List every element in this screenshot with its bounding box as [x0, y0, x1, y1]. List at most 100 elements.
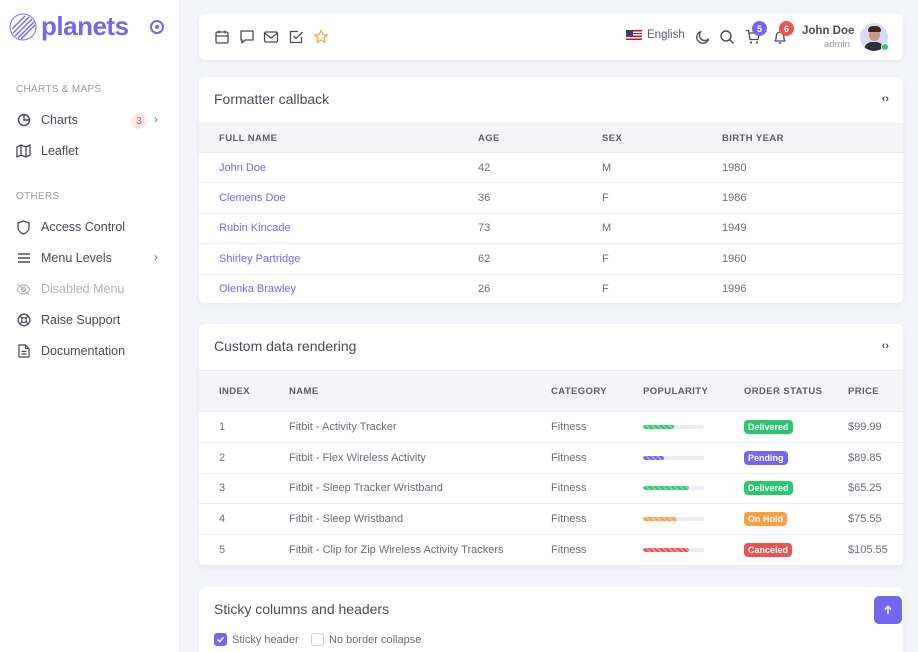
age-cell: 36 — [458, 182, 582, 214]
birth-year-cell: 1986 — [702, 182, 903, 214]
sticky-header-checkbox[interactable]: Sticky header — [214, 633, 299, 646]
sidebar-item-label: Leaflet — [41, 144, 79, 158]
user-role: admin — [824, 39, 850, 50]
birth-year-cell: 1996 — [702, 274, 903, 303]
column-header-name[interactable]: NAME — [269, 370, 531, 412]
sidebar-item-label: Charts — [41, 113, 78, 127]
order-status-cell: On Hold — [724, 503, 828, 536]
user-name[interactable]: John Doe — [802, 25, 855, 37]
checkbox-label: No border collapse — [329, 633, 422, 646]
price-cell: $105.55 — [828, 534, 903, 566]
table-row: 5 Fitbit - Clip for Zip Wireless Activity… — [199, 534, 903, 566]
card-title: Sticky columns and headers — [214, 601, 390, 617]
column-header-popularity[interactable]: POPULARITY — [623, 370, 724, 412]
code-icon[interactable]: ‹› — [881, 93, 889, 105]
popularity-progress-fill — [643, 455, 665, 460]
column-header-sex[interactable]: SEX — [582, 123, 702, 153]
scroll-to-top-button[interactable] — [874, 596, 902, 624]
card-title: Custom data rendering — [214, 338, 357, 354]
price-cell: $75.55 — [828, 503, 903, 536]
chat-icon[interactable] — [239, 29, 255, 45]
charts-count-badge: 3 — [131, 113, 147, 129]
full-name-cell[interactable]: Clemens Doe — [199, 182, 458, 214]
sidebar-item-disabled-menu: Disabled Menu — [0, 275, 178, 303]
sidebar-item-documentation[interactable]: Documentation — [0, 337, 178, 365]
sticky-columns-card: Sticky columns and headers — [199, 587, 903, 652]
popularity-progress-bar — [643, 424, 704, 429]
column-header-price[interactable]: PRICE — [828, 370, 903, 412]
sex-cell: M — [582, 152, 702, 184]
code-icon[interactable]: ‹› — [881, 340, 889, 352]
sidebar-item-leaflet[interactable]: Leaflet — [0, 137, 178, 165]
custom-data-table: INDEX NAME CATEGORY POPULARITY ORDER STA… — [199, 370, 903, 566]
eye-off-icon — [16, 282, 31, 297]
status-badge: Pending — [744, 450, 788, 465]
sidebar: planets CHARTS & MAPS Charts 3 › Leaflet… — [0, 0, 180, 652]
menu-icon — [16, 251, 31, 266]
no-border-collapse-checkbox[interactable]: No border collapse — [311, 633, 421, 646]
column-header-category[interactable]: CATEGORY — [531, 370, 623, 412]
planet-logo-icon — [9, 13, 37, 40]
full-name-cell[interactable]: Rubin Kincade — [199, 213, 458, 245]
price-cell: $89.85 — [828, 442, 903, 474]
product-name-cell: Fitbit - Clip for Zip Wireless Activity … — [269, 534, 531, 566]
column-header-birth-year[interactable]: BIRTH YEAR — [702, 123, 903, 153]
table-row: 2 Fitbit - Flex Wireless Activity Fitness P… — [199, 442, 903, 474]
language-selector[interactable]: English — [626, 29, 685, 41]
brand-logo[interactable]: planets — [9, 11, 129, 42]
moon-icon[interactable] — [695, 29, 711, 45]
avatar-hair-shape — [868, 26, 881, 32]
popularity-progress-bar — [643, 548, 704, 553]
full-name-cell[interactable]: Shirley Partridge — [199, 243, 458, 275]
column-header-full-name[interactable]: FULL NAME — [199, 123, 458, 153]
product-name-cell: Fitbit - Activity Tracker — [269, 411, 531, 443]
us-flag-icon — [626, 30, 642, 40]
sidebar-item-raise-support[interactable]: Raise Support — [0, 306, 178, 334]
sidebar-collapse-toggle[interactable] — [150, 20, 164, 34]
popularity-cell — [623, 503, 724, 536]
order-status-cell: Delivered — [724, 411, 828, 443]
calendar-icon[interactable] — [214, 29, 230, 45]
avatar-head-shape — [869, 28, 880, 41]
table-row: Olenka Brawley 26 F 1996 — [199, 274, 903, 303]
index-cell: 2 — [199, 442, 269, 474]
index-cell: 1 — [199, 411, 269, 443]
sidebar-item-label: Disabled Menu — [41, 282, 125, 296]
sidebar-item-access-control[interactable]: Access Control — [0, 213, 178, 241]
column-header-order-status[interactable]: ORDER STATUS — [724, 370, 828, 412]
full-name-cell[interactable]: John Doe — [199, 152, 458, 184]
status-badge: On Hold — [744, 512, 787, 527]
section-title-charts-maps: CHARTS & MAPS — [16, 84, 102, 95]
formatter-callback-card: Formatter callback ‹› FULL NAME AGE SEX … — [199, 77, 903, 303]
search-icon[interactable] — [719, 29, 735, 45]
popularity-cell — [623, 411, 724, 443]
popularity-cell — [623, 473, 724, 505]
price-cell: $65.25 — [828, 473, 903, 505]
table-header-row: INDEX NAME CATEGORY POPULARITY ORDER STA… — [199, 370, 903, 412]
cart-count-badge: 5 — [752, 21, 767, 36]
full-name-cell[interactable]: Olenka Brawley — [199, 274, 458, 303]
index-cell: 4 — [199, 503, 269, 536]
order-status-cell: Delivered — [724, 473, 828, 505]
table-row: 3 Fitbit - Sleep Tracker Wristband Fitness… — [199, 473, 903, 505]
sidebar-item-label: Raise Support — [41, 313, 121, 327]
check-square-icon[interactable] — [288, 29, 304, 45]
order-status-cell: Canceled — [724, 534, 828, 566]
product-name-cell: Fitbit - Sleep Wristband — [269, 503, 531, 536]
table-row: Clemens Doe 36 F 1986 — [199, 182, 903, 214]
sex-cell: F — [582, 243, 702, 275]
status-badge: Canceled — [744, 543, 793, 558]
mail-icon[interactable] — [263, 29, 279, 45]
column-header-age[interactable]: AGE — [458, 123, 582, 153]
sidebar-item-menu-levels[interactable]: Menu Levels › — [0, 244, 178, 272]
online-status-dot — [881, 43, 889, 51]
card-title: Formatter callback — [214, 91, 330, 107]
category-cell: Fitness — [531, 442, 623, 474]
birth-year-cell: 1980 — [702, 152, 903, 184]
star-icon[interactable] — [313, 29, 329, 45]
sidebar-item-charts[interactable]: Charts 3 › — [0, 106, 178, 134]
checkbox-unchecked-icon — [311, 633, 324, 646]
column-header-index[interactable]: INDEX — [199, 370, 269, 412]
formatter-table: FULL NAME AGE SEX BIRTH YEAR John Doe 42 M… — [199, 123, 903, 303]
table-row: John Doe 42 M 1980 — [199, 152, 903, 184]
